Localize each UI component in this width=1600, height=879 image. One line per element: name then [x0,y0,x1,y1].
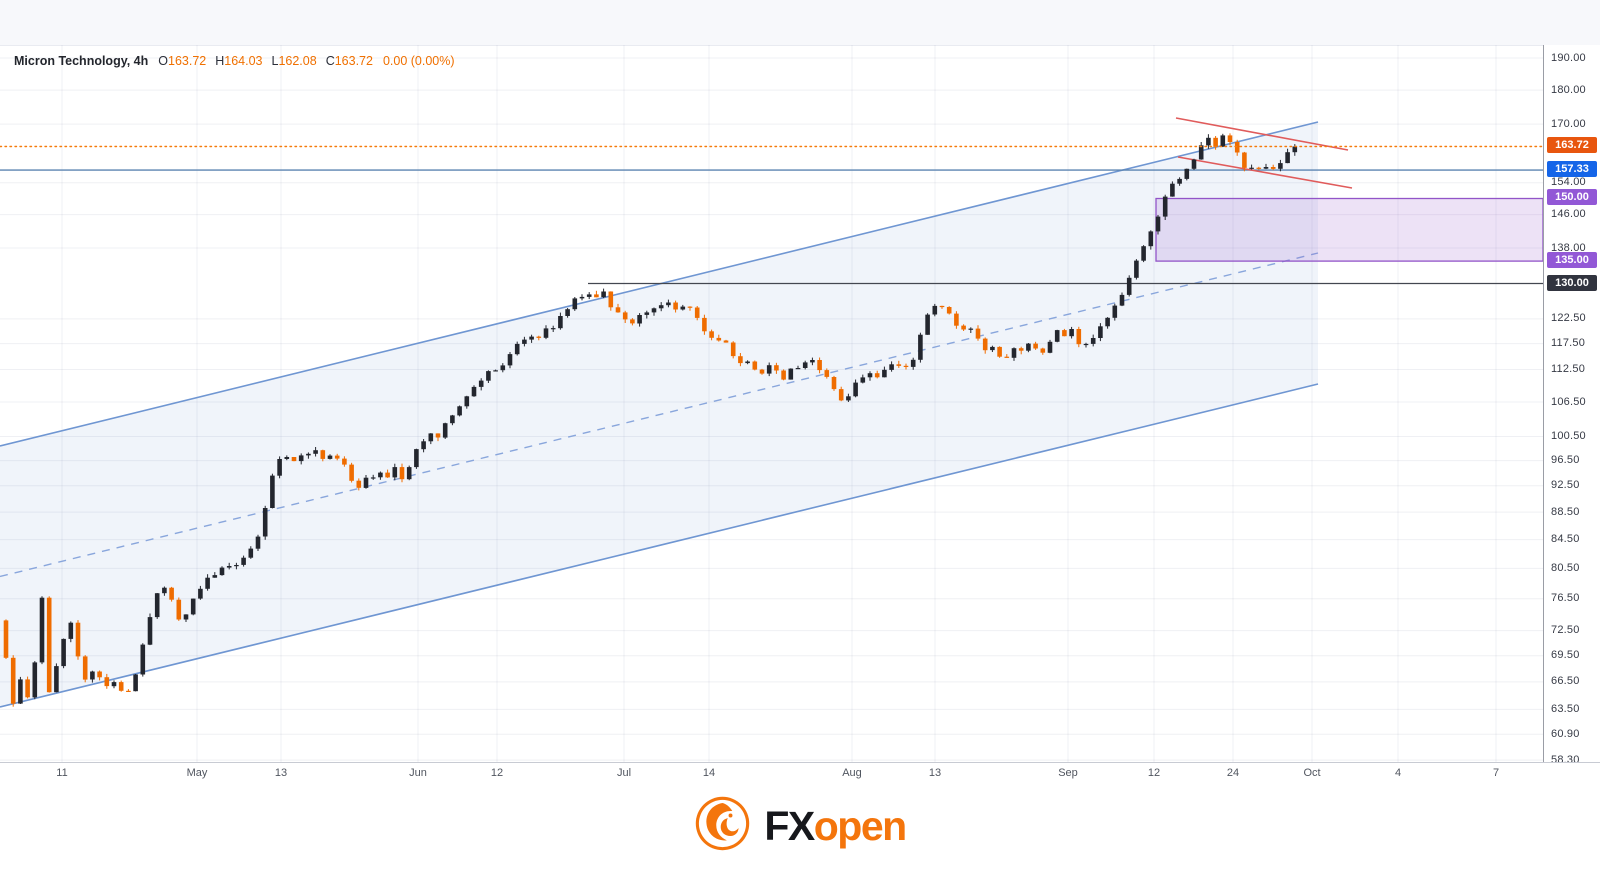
price-tick-label: 100.50 [1551,430,1586,442]
price-tick-label: 96.50 [1551,454,1580,466]
price-tick-label: 72.50 [1551,624,1580,636]
price-tick-label: 60.90 [1551,728,1580,740]
time-tick-label: Aug [842,767,862,779]
time-tick-label: 12 [1147,767,1161,779]
time-tick-label: 4 [1394,767,1402,779]
price-tick-label: 170.00 [1551,118,1586,130]
gridlines [0,45,1543,762]
price-tick-label: 112.50 [1551,363,1586,375]
price-tick-label: 69.50 [1551,649,1580,661]
time-tick-label: 24 [1226,767,1240,779]
price-tick-label: 154.00 [1551,176,1586,188]
price-axis[interactable]: 190.00 180.00 170.00 154.00 146.00 138.00 122.… [1543,45,1600,766]
time-tick-label: 13 [274,767,288,779]
trend-channel[interactable] [0,121,1319,708]
top-strip [0,0,1600,45]
price-tick-label: 84.50 [1551,533,1580,545]
symbol-title: Micron Technology, 4h [14,54,149,68]
time-tick-label: 14 [702,767,716,779]
time-tick-label: Oct [1303,767,1321,779]
time-tick-label: Sep [1058,767,1078,779]
time-tick-label: Jul [616,767,632,779]
time-tick-label: Jun [409,767,427,779]
price-tick-label: 88.50 [1551,506,1580,518]
symbol-legend: Micron Technology, 4h O163.72 H164.03 L162… [14,54,455,68]
time-tick-label: 11 [56,767,68,779]
price-badge: 135.00 [1547,252,1597,268]
price-tick-label: 146.00 [1551,208,1586,220]
price-tick-label: 180.00 [1551,84,1586,96]
change-value: 0.00 (0.00%) [382,54,455,68]
price-tick-label: 117.50 [1551,337,1586,349]
red-wedge-lines[interactable] [1175,117,1353,189]
ohlc-values: O163.72 H164.03 L162.08 C163.72 [158,54,373,68]
price-tick-label: 66.50 [1551,675,1580,687]
price-badge: 130.00 [1547,275,1597,291]
time-tick-label: 12 [490,767,504,779]
footer-brand: FX open [0,784,1600,868]
price-tick-label: 138.00 [1551,242,1586,254]
price-tick-label: 122.50 [1551,312,1586,324]
price-badge: 150.00 [1547,189,1597,205]
price-badge: 163.72 [1547,137,1597,153]
candlestick-series[interactable] [3,133,1298,707]
ohlc-item: O163.72 [158,54,207,68]
price-tick-label: 92.50 [1551,479,1580,491]
ohlc-item: H164.03 [215,54,263,68]
ohlc-item: C163.72 [325,54,373,68]
price-tick-label: 80.50 [1551,562,1580,574]
brand-open: open [813,802,907,849]
price-badge: 157.33 [1547,161,1597,177]
time-axis[interactable]: 11 May 13 Jun 12 Jul 14 Aug 13 Sep 12 24 Oct 4 7 [0,762,1600,783]
time-tick-label: May [186,767,208,779]
price-tick-label: 106.50 [1551,396,1586,408]
purple-zone[interactable] [1155,197,1544,262]
brand-fx: FX [764,802,815,849]
price-tick-label: 190.00 [1551,52,1586,64]
ohlc-item: L162.08 [271,54,317,68]
price-tick-label: 63.50 [1551,703,1580,715]
time-tick-label: 7 [1492,767,1500,779]
price-tick-label: 76.50 [1551,592,1580,604]
time-tick-label: 13 [928,767,942,779]
fxopen-logo-icon [694,795,751,857]
brand-wordmark: FX open [764,802,907,850]
